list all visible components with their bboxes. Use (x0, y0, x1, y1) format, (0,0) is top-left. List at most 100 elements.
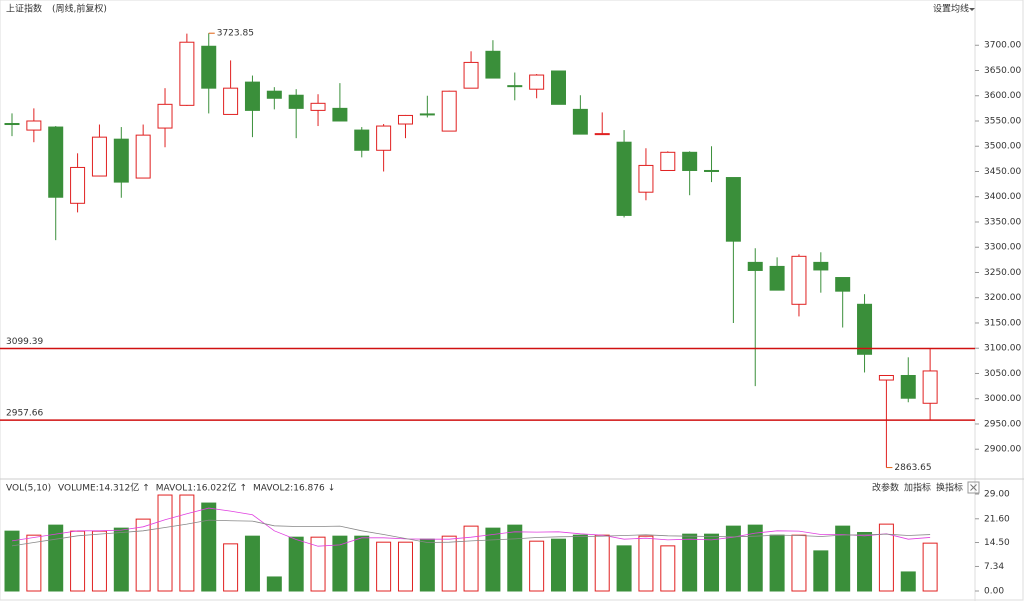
y-tick-label: 3500.00 (984, 142, 1021, 152)
candle-body (441, 90, 457, 132)
volume-bar (769, 534, 785, 592)
volume-bar (791, 534, 807, 592)
candle-body (791, 255, 807, 305)
y-tick-label: 3350.00 (984, 217, 1021, 227)
y-tick-label: 3250.00 (984, 268, 1021, 278)
y-tick-label: 0.00 (984, 587, 1004, 597)
candle-body (572, 108, 588, 135)
volume-bar (878, 523, 894, 592)
candle-body (616, 141, 632, 216)
candle-body (682, 151, 698, 171)
legend-label: MAVOL2:16.876 (253, 484, 325, 494)
y-tick-label: 3450.00 (984, 167, 1021, 177)
volume-bar (463, 525, 479, 592)
candle-body (223, 87, 239, 115)
ma-line (11, 507, 931, 547)
legend-label: MAVOL1:16.022亿 (156, 482, 237, 494)
volume-bar (747, 524, 763, 592)
candle-body (179, 41, 195, 106)
candle-body (857, 303, 873, 355)
candle-body (354, 129, 370, 151)
y-tick-label: 3650.00 (984, 66, 1021, 76)
candle-body (485, 50, 501, 79)
indicator-button[interactable]: 加指标 (904, 482, 931, 494)
volume-bar (332, 535, 348, 592)
candle-body (266, 90, 282, 99)
candle-body (201, 45, 217, 89)
volume-bar (485, 527, 501, 592)
volume-bar (113, 527, 129, 592)
candle-body (91, 136, 107, 177)
reference-label: 3099.39 (6, 337, 43, 347)
indicator-button[interactable]: 换指标 (936, 482, 963, 494)
indicator-button[interactable]: 改参数 (872, 482, 899, 494)
volume-bar (4, 530, 20, 592)
chart-title: 上证指数 (6, 3, 42, 15)
legend-arrow: ↓ (328, 484, 336, 494)
annotation-label: 2863.65 (894, 463, 931, 473)
candle-body (769, 265, 785, 291)
volume-bar (266, 576, 282, 592)
candle-body (397, 114, 413, 125)
volume-bar (507, 524, 523, 592)
candle-body (419, 113, 435, 116)
volume-bar (179, 494, 195, 592)
volume-bar (70, 530, 86, 592)
volume-bar (354, 535, 370, 592)
ma-button[interactable]: 设置均线 (933, 3, 969, 15)
candle-body (26, 120, 42, 131)
volume-bar (572, 534, 588, 592)
legend-arrow: ↑ (142, 484, 150, 494)
candle-body (48, 126, 64, 198)
volume-bar (835, 525, 851, 592)
volume-bar (288, 536, 304, 592)
volume-bar (223, 543, 239, 592)
volume-bar (441, 535, 457, 592)
close-box[interactable] (967, 481, 980, 494)
volume-bar (397, 541, 413, 592)
volume-bar (594, 534, 610, 592)
volume-bar (922, 542, 938, 592)
annotation-label: 3723.85 (217, 29, 254, 39)
candle-body (288, 94, 304, 109)
y-tick-label: 3400.00 (984, 192, 1021, 202)
candle-body (638, 164, 654, 193)
volume-bar (157, 494, 173, 592)
candle-body (332, 107, 348, 122)
candle-body (813, 261, 829, 271)
candle-body (747, 261, 763, 271)
volume-bar (135, 518, 151, 592)
volume-bar (48, 524, 64, 592)
y-tick-label: 7.34 (984, 562, 1004, 572)
y-tick-label: 3150.00 (984, 318, 1021, 328)
volume-bar (638, 535, 654, 592)
y-tick-label: 3050.00 (984, 369, 1021, 379)
y-tick-label: 14.50 (984, 538, 1010, 548)
volume-bar (419, 538, 435, 592)
y-tick-label: 3100.00 (984, 344, 1021, 354)
close-icon (970, 484, 977, 491)
candle-body (878, 374, 894, 381)
volume-bar (813, 550, 829, 592)
y-tick-label: 3200.00 (984, 293, 1021, 303)
legend-label: VOLUME:14.312亿 (58, 482, 139, 494)
candle-body (900, 374, 916, 399)
volume-bar (376, 541, 392, 592)
volume-bar (682, 533, 698, 592)
candle-body (310, 102, 326, 111)
candle-body (4, 123, 20, 126)
ma-line (11, 519, 931, 547)
candle-body (376, 125, 392, 151)
chart-subtitle: (周线,前复权) (52, 3, 107, 15)
candle-body (660, 151, 676, 171)
y-tick-label: 21.60 (984, 514, 1010, 524)
volume-bar (660, 545, 676, 592)
volume-bar (857, 531, 873, 592)
volume-bar (529, 540, 545, 592)
legend-arrow: ↑ (239, 484, 247, 494)
candle-body (157, 103, 173, 129)
candle-body (594, 133, 610, 136)
y-tick-label: 3600.00 (984, 91, 1021, 101)
